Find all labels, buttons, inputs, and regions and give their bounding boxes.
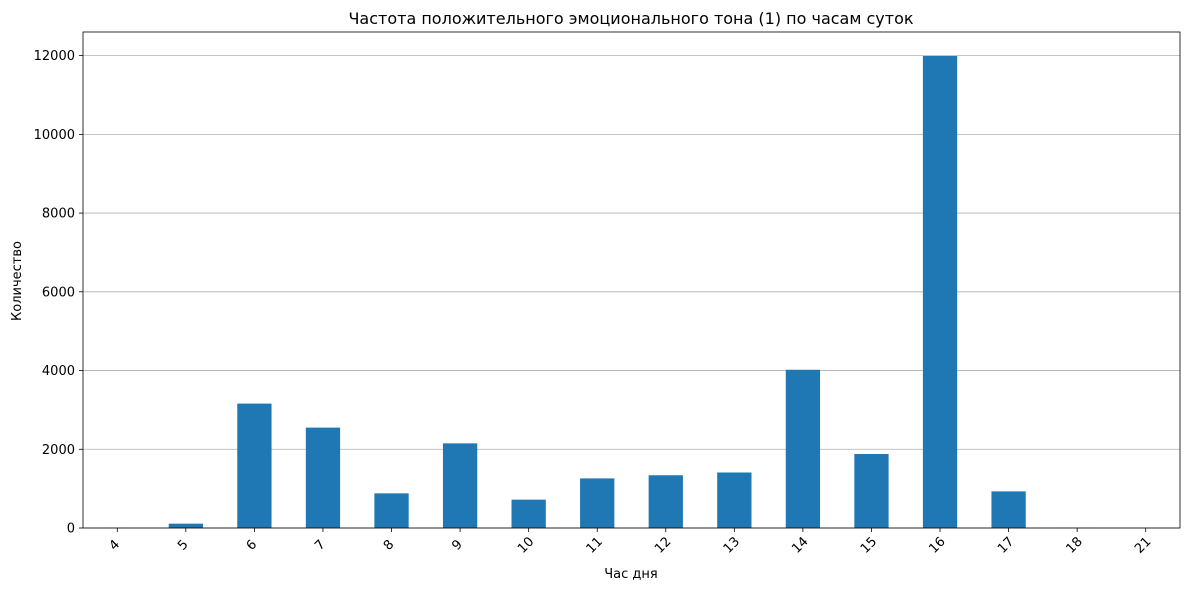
x-tick-label: 9	[449, 537, 465, 553]
x-tick-label: 8	[381, 537, 397, 553]
bar-9	[442, 443, 478, 528]
x-tick-label: 10	[515, 534, 537, 556]
bar-6	[237, 403, 272, 528]
bar-14	[785, 369, 821, 528]
y-tick-label: 12000	[34, 49, 75, 64]
y-axis-label: Количество	[10, 241, 25, 321]
x-tick-label: 13	[721, 534, 743, 556]
bar-13	[717, 472, 752, 528]
y-tick-label: 6000	[42, 285, 75, 300]
bar-10	[511, 499, 546, 528]
x-tick-label: 5	[175, 537, 191, 553]
bar-7	[305, 427, 341, 528]
chart-title: Частота положительного эмоционального то…	[348, 9, 913, 28]
bar-12	[648, 475, 683, 528]
x-axis-label: Час дня	[604, 567, 657, 582]
x-ticks: 4 5 6 7 8 9 10 11 12 13 14 15 16 17 18 21	[107, 528, 1154, 557]
y-tick-label: 0	[67, 522, 75, 537]
bars	[100, 56, 1163, 529]
x-tick-label: 6	[244, 537, 260, 553]
y-tick-label: 2000	[42, 443, 75, 458]
x-tick-label: 4	[107, 537, 123, 553]
x-tick-label: 15	[858, 534, 880, 556]
bar-5	[168, 523, 203, 528]
x-tick-label: 16	[926, 534, 948, 556]
x-tick-label: 7	[312, 537, 328, 553]
x-tick-label: 12	[652, 534, 674, 556]
x-tick-label: 17	[995, 534, 1017, 556]
bar-8	[374, 493, 409, 528]
y-tick-label: 10000	[34, 128, 75, 143]
x-tick-label: 11	[584, 534, 606, 556]
y-ticks: 0 2000 4000 6000 8000 10000 12000	[34, 49, 83, 537]
bar-11	[580, 478, 615, 528]
bar-16	[922, 56, 958, 529]
bar-17	[991, 491, 1026, 528]
bar-15	[854, 453, 889, 528]
x-tick-label: 14	[789, 534, 811, 556]
plot-frame	[82, 31, 1181, 529]
axes	[82, 31, 1181, 529]
x-tick-label: 18	[1064, 534, 1086, 556]
x-tick-label: 21	[1132, 534, 1154, 556]
y-tick-label: 4000	[42, 364, 75, 379]
y-tick-label: 8000	[42, 207, 75, 222]
